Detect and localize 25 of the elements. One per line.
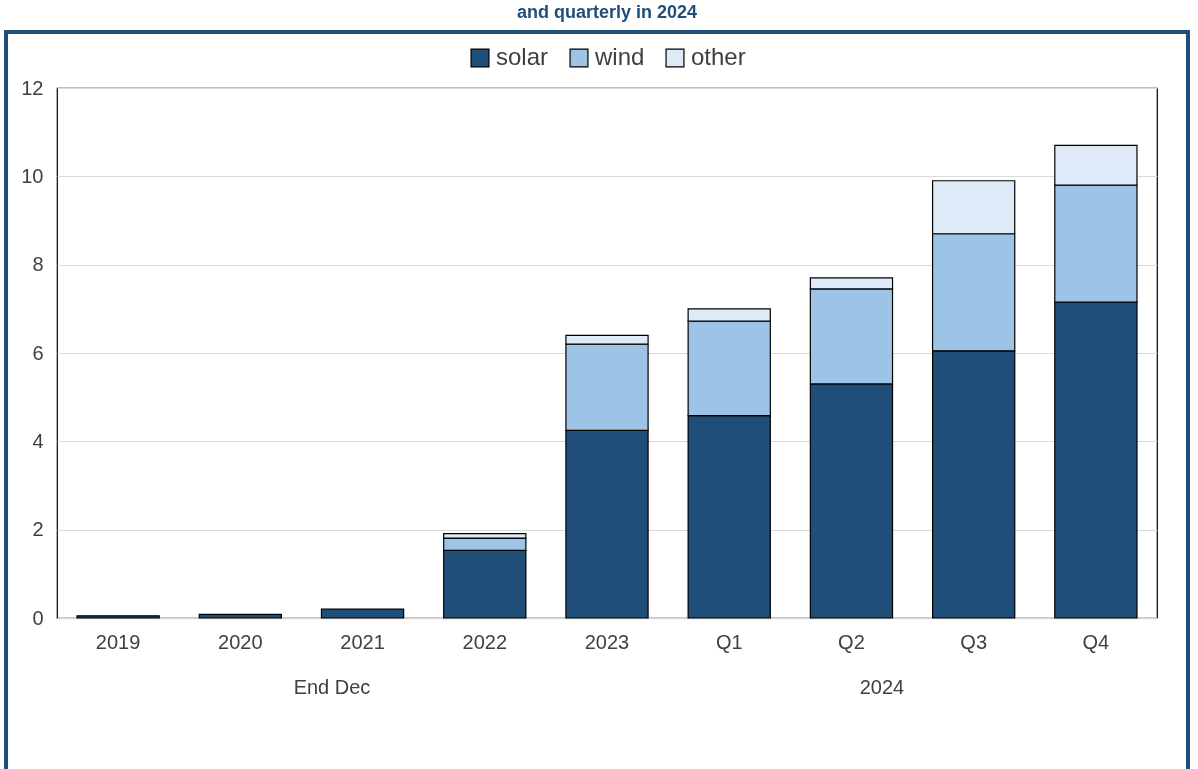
x-tick-label: 2023 (584, 630, 630, 653)
x-tick-label: Q1 (715, 630, 743, 653)
chart-title: and quarterly in 2024 (516, 2, 698, 22)
x-tick-label: 2022 (462, 630, 508, 653)
x-tick-label: Q2 (838, 630, 865, 653)
y-tick-label: 12 (21, 76, 44, 99)
x-tick-label: 2019 (95, 630, 141, 653)
y-tick-label: 4 (32, 429, 44, 452)
legend-label: solar (496, 43, 549, 70)
text: End Dec (293, 676, 371, 698)
bar (320, 608, 405, 619)
bar (76, 615, 160, 619)
x-tick-label: Q3 (960, 630, 988, 653)
y-tick-label: 8 (32, 253, 44, 276)
y-tick-label: 0 (32, 606, 44, 629)
legend-label: other (691, 43, 746, 70)
y-tick-label: 2 (32, 518, 44, 541)
y-tick-label: 10 (21, 164, 44, 187)
x-tick-label: Q4 (1082, 630, 1110, 653)
y-tick-label: 6 (32, 341, 44, 364)
legend-label: wind (594, 43, 645, 70)
text: 2024 (859, 676, 905, 698)
x-tick-label: 2020 (218, 630, 263, 653)
bar (198, 613, 283, 619)
x-tick-label: 2021 (340, 630, 385, 653)
